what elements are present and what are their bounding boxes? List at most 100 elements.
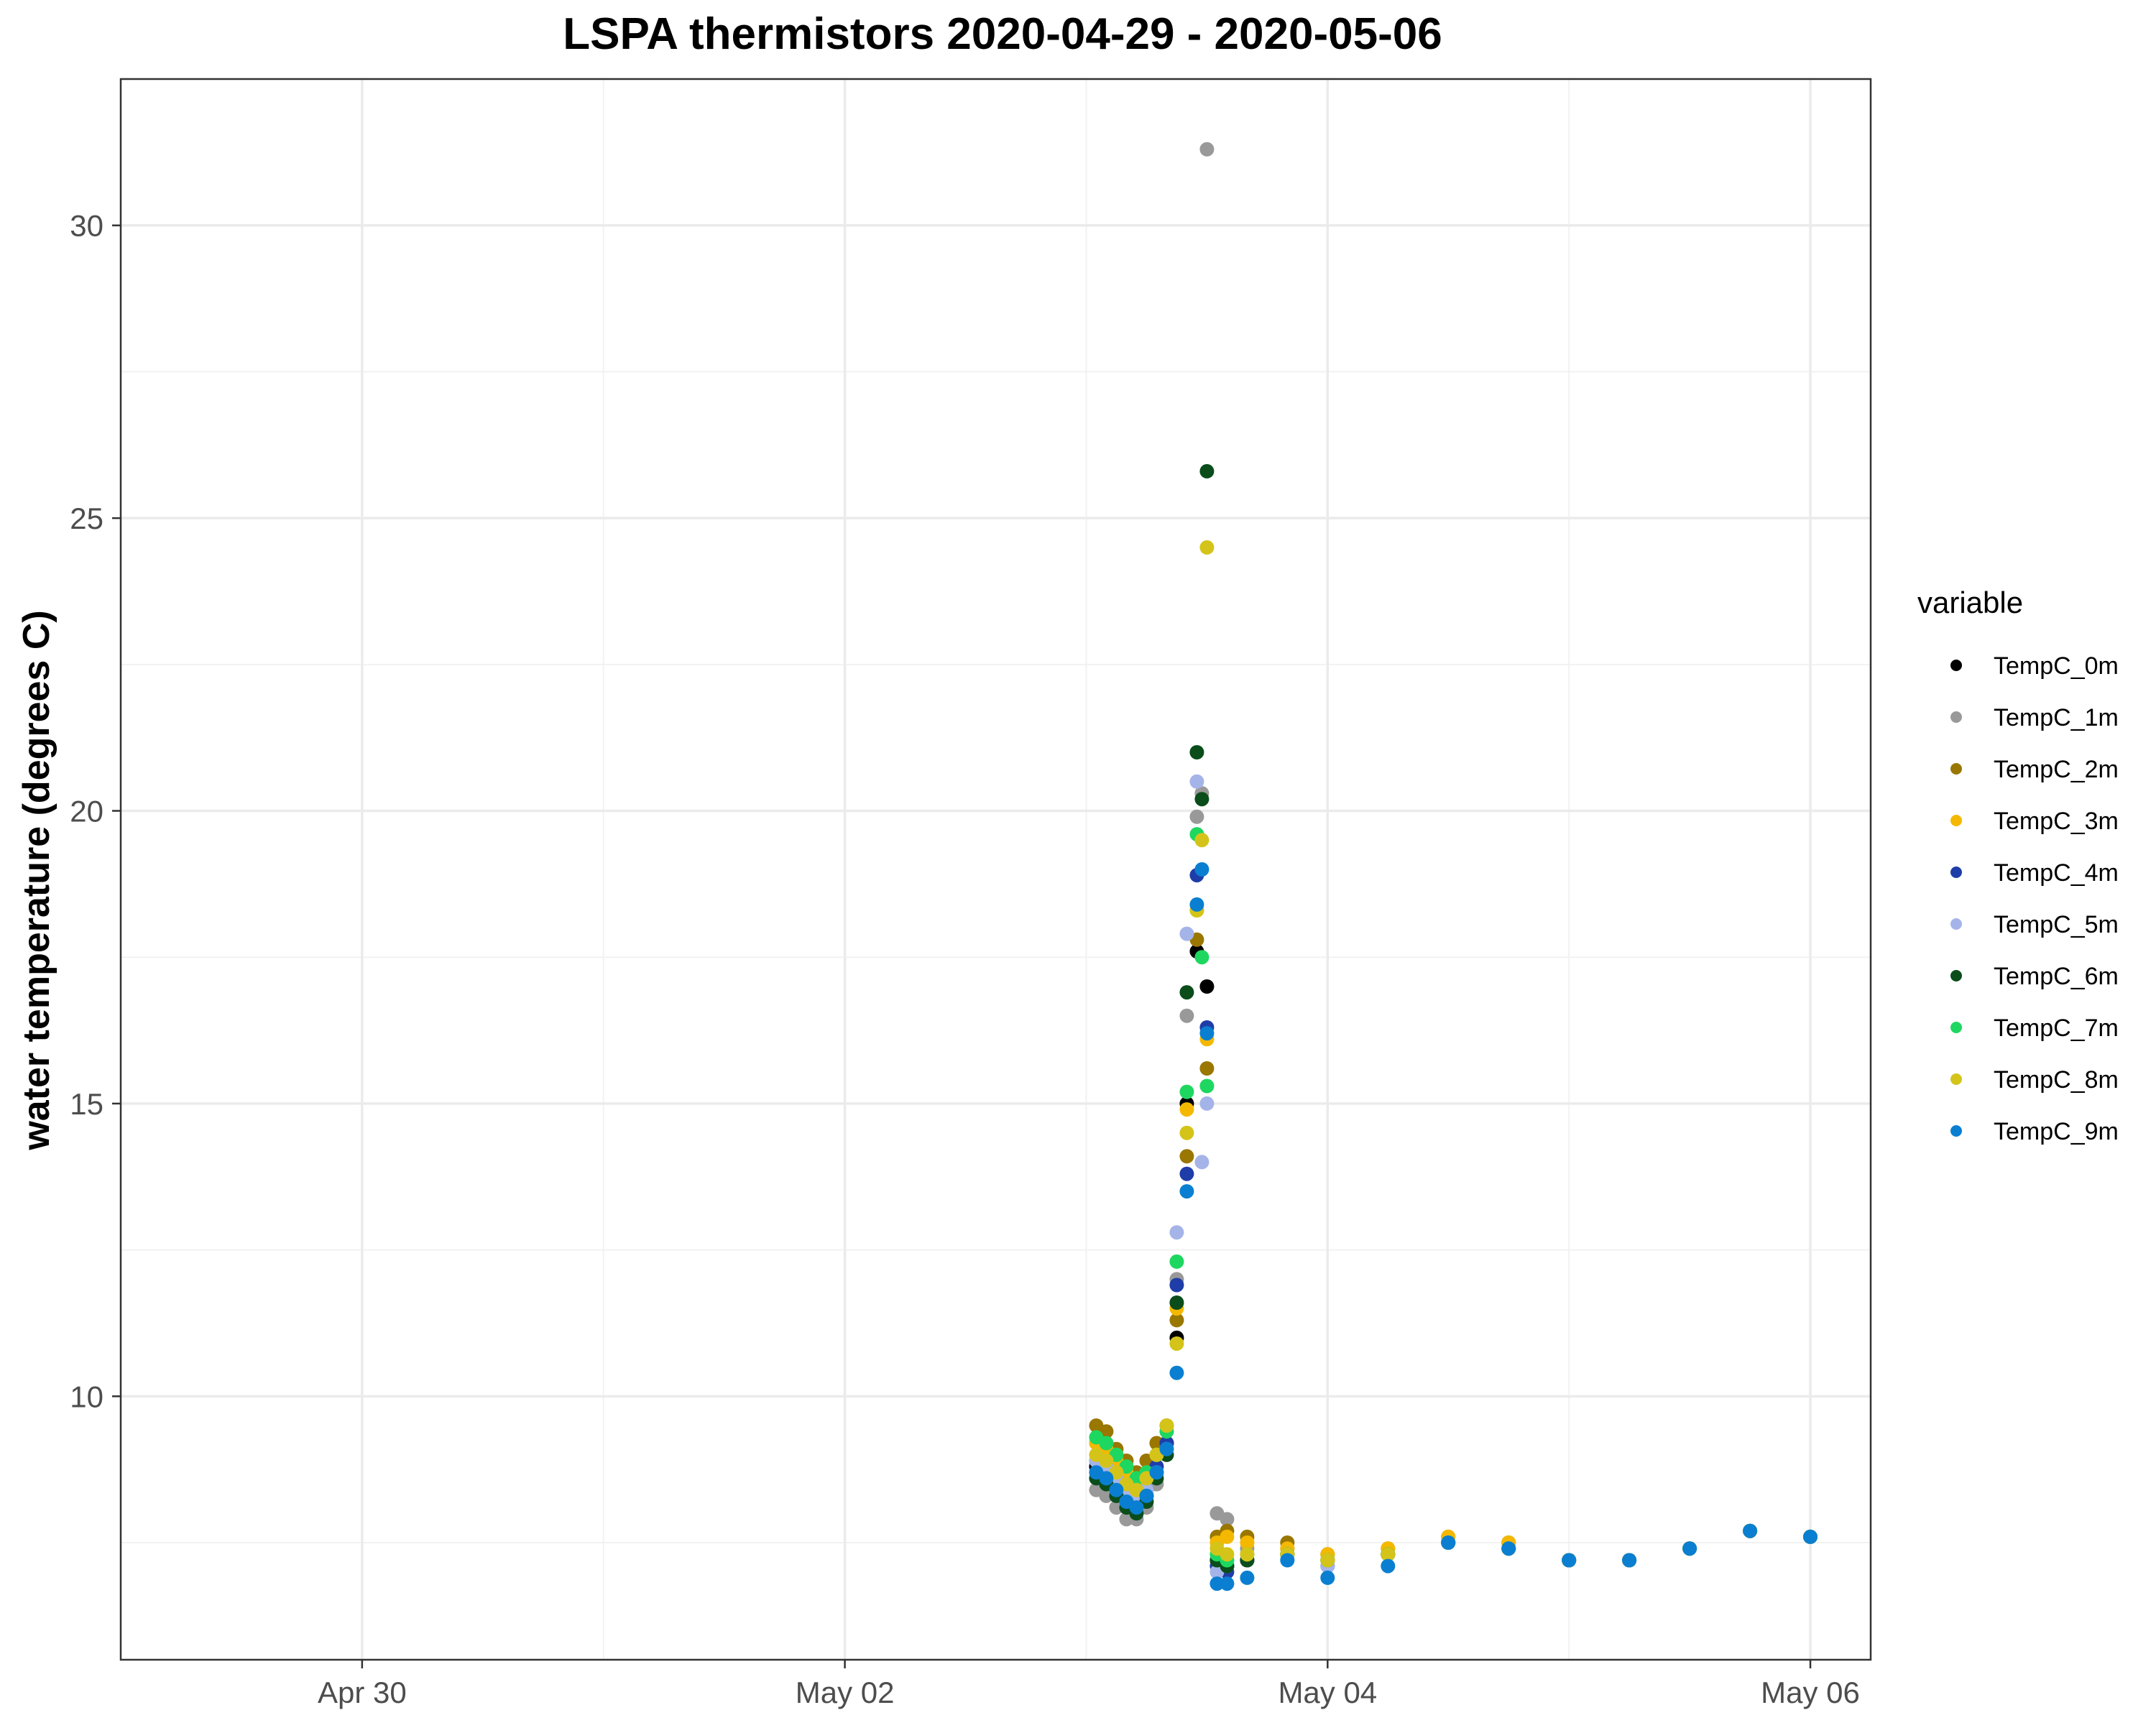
data-point bbox=[1149, 1465, 1164, 1480]
panel-border bbox=[119, 78, 1872, 1661]
legend-label: TempC_0m bbox=[1994, 652, 2119, 680]
legend-title: variable bbox=[1917, 586, 2023, 619]
data-point bbox=[1179, 926, 1194, 941]
x-tick-label: May 06 bbox=[1761, 1676, 1860, 1709]
data-point bbox=[1179, 1084, 1194, 1099]
data-point bbox=[1210, 1576, 1225, 1591]
data-point bbox=[1189, 897, 1204, 912]
y-tick-label: 15 bbox=[70, 1087, 103, 1121]
data-point bbox=[1169, 1254, 1184, 1269]
data-point bbox=[1240, 1535, 1255, 1550]
data-point bbox=[1381, 1558, 1396, 1574]
data-point bbox=[1179, 1008, 1194, 1023]
data-point bbox=[1129, 1500, 1144, 1515]
data-point bbox=[1381, 1547, 1396, 1562]
grid-lines bbox=[120, 79, 1871, 1660]
data-point bbox=[1220, 1547, 1235, 1562]
legend: variable TempC_0m TempC_1m TempC_2m TempC_3… bbox=[1917, 586, 2119, 1145]
data-point bbox=[1803, 1529, 1818, 1544]
data-point bbox=[1199, 1078, 1215, 1094]
data-point bbox=[1199, 142, 1215, 157]
legend-key bbox=[1950, 1022, 1962, 1033]
legend-item: TempC_6m bbox=[1950, 963, 2119, 990]
data-points bbox=[1089, 142, 1818, 1591]
data-point bbox=[1189, 774, 1204, 789]
data-point bbox=[1220, 1512, 1235, 1527]
data-point bbox=[1194, 862, 1210, 877]
data-point bbox=[1179, 1125, 1194, 1140]
data-point bbox=[1280, 1553, 1295, 1568]
data-point bbox=[1240, 1547, 1255, 1562]
data-point bbox=[1179, 1102, 1194, 1117]
data-point bbox=[1220, 1529, 1235, 1544]
legend-key bbox=[1950, 711, 1962, 723]
data-point bbox=[1199, 1061, 1215, 1076]
data-point bbox=[1109, 1482, 1124, 1497]
data-point bbox=[1682, 1541, 1697, 1556]
legend-key bbox=[1950, 1073, 1962, 1085]
legend-item: TempC_4m bbox=[1950, 859, 2119, 887]
legend-key bbox=[1950, 970, 1962, 981]
data-point bbox=[1159, 1441, 1174, 1456]
data-point bbox=[1169, 1277, 1184, 1293]
data-point bbox=[1099, 1436, 1114, 1451]
data-point bbox=[1099, 1454, 1114, 1468]
data-point bbox=[1320, 1553, 1335, 1568]
data-point bbox=[1199, 1026, 1215, 1041]
data-point bbox=[1220, 1576, 1235, 1591]
data-point bbox=[1320, 1570, 1335, 1585]
legend-label: TempC_2m bbox=[1994, 756, 2119, 783]
chart-title: LSPA thermistors 2020-04-29 - 2020-05-06 bbox=[563, 9, 1442, 59]
x-tick-label: May 04 bbox=[1278, 1676, 1377, 1709]
legend-label: TempC_5m bbox=[1994, 911, 2119, 938]
data-point bbox=[1179, 1166, 1194, 1181]
legend-item: TempC_7m bbox=[1950, 1015, 2119, 1042]
legend-item: TempC_0m bbox=[1950, 652, 2119, 680]
data-point bbox=[1199, 979, 1215, 994]
data-point bbox=[1240, 1570, 1255, 1585]
legend-key bbox=[1950, 815, 1962, 826]
data-point bbox=[1189, 745, 1204, 759]
data-point bbox=[1562, 1553, 1577, 1568]
data-point bbox=[1159, 1418, 1174, 1433]
legend-label: TempC_3m bbox=[1994, 808, 2119, 835]
data-point bbox=[1169, 1225, 1184, 1240]
data-point bbox=[1169, 1295, 1184, 1310]
legend-item: TempC_2m bbox=[1950, 756, 2119, 783]
data-point bbox=[1194, 792, 1210, 807]
legend-item: TempC_5m bbox=[1950, 911, 2119, 938]
legend-label: TempC_7m bbox=[1994, 1015, 2119, 1042]
data-point bbox=[1501, 1541, 1516, 1556]
y-tick-label: 10 bbox=[70, 1380, 103, 1413]
series-TempC_9m bbox=[1089, 862, 1818, 1591]
legend-label: TempC_1m bbox=[1994, 704, 2119, 731]
legend-label: TempC_6m bbox=[1994, 963, 2119, 990]
legend-label: TempC_8m bbox=[1994, 1066, 2119, 1094]
plot-panel bbox=[119, 78, 1872, 1661]
legend-key bbox=[1950, 918, 1962, 930]
data-point bbox=[1179, 1149, 1194, 1164]
legend-item: TempC_1m bbox=[1950, 704, 2119, 731]
legend-key bbox=[1950, 1125, 1962, 1137]
legend-item: TempC_3m bbox=[1950, 808, 2119, 835]
legend-item: TempC_9m bbox=[1950, 1118, 2119, 1145]
legend-key bbox=[1950, 763, 1962, 775]
data-point bbox=[1199, 1096, 1215, 1111]
panel-background bbox=[121, 79, 1871, 1660]
y-tick-label: 20 bbox=[70, 795, 103, 828]
y-tick-label: 30 bbox=[70, 209, 103, 243]
legend-label: TempC_9m bbox=[1994, 1118, 2119, 1145]
x-axis-ticks: Apr 30 May 02 May 04 May 06 bbox=[318, 1660, 1860, 1709]
data-point bbox=[1194, 1155, 1210, 1170]
data-point bbox=[1139, 1488, 1154, 1503]
data-point bbox=[1099, 1471, 1114, 1486]
y-axis-label: water temperature (degrees C) bbox=[16, 610, 57, 1150]
data-point bbox=[1194, 950, 1210, 965]
data-point bbox=[1169, 1365, 1184, 1380]
x-tick-label: Apr 30 bbox=[318, 1676, 407, 1709]
data-point bbox=[1179, 985, 1194, 1000]
legend-key bbox=[1950, 867, 1962, 878]
data-point bbox=[1199, 540, 1215, 555]
